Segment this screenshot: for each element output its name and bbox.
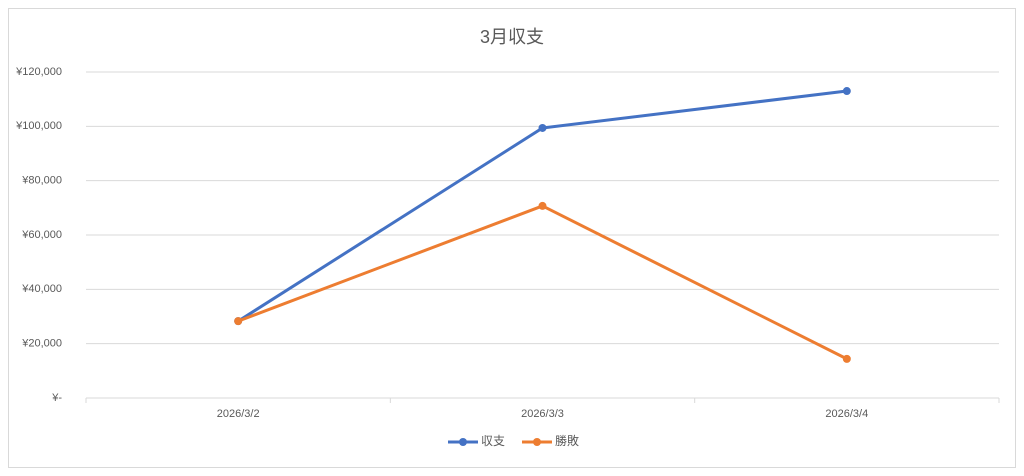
x-tick-label: 2026/3/4 xyxy=(825,408,868,420)
y-tick-label: ¥80,000 xyxy=(21,175,62,187)
y-tick-label: ¥100,000 xyxy=(15,120,62,132)
y-tick-label: ¥40,000 xyxy=(21,283,62,295)
x-tick-label: 2026/3/2 xyxy=(217,408,260,420)
point xyxy=(538,201,547,210)
x-tick-label: 2026/3/3 xyxy=(521,408,564,420)
point xyxy=(842,354,851,363)
y-tick-label: ¥120,000 xyxy=(15,66,62,78)
point xyxy=(842,87,851,96)
legend-label: 収支 xyxy=(481,434,505,448)
y-tick-label: ¥60,000 xyxy=(21,229,62,241)
legend-marker xyxy=(533,438,541,446)
y-tick-label: ¥- xyxy=(51,392,62,404)
point xyxy=(234,317,243,326)
legend-marker xyxy=(459,438,467,446)
chart-title: 3月収支 xyxy=(480,27,544,47)
chart-border xyxy=(8,8,1016,468)
y-tick-label: ¥20,000 xyxy=(21,338,62,350)
legend-label: 勝敗 xyxy=(555,433,579,448)
point xyxy=(538,123,547,132)
